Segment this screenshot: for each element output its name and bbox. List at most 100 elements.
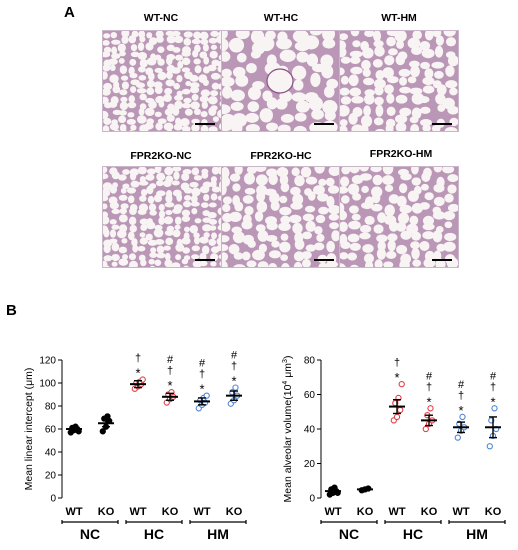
alveolus-space — [181, 88, 191, 95]
alveolus-space — [307, 191, 316, 201]
alveolus-space — [257, 261, 269, 267]
alveolus-space — [362, 47, 374, 59]
alveolus-space — [269, 250, 281, 259]
alveolus-space — [130, 124, 137, 131]
alveolus-space — [193, 58, 201, 65]
alveolus-space — [203, 193, 210, 202]
alveolus-space — [103, 167, 108, 174]
alveolus-space — [279, 195, 288, 204]
alveolus-space — [111, 242, 120, 252]
alveolus-space — [363, 253, 375, 264]
alveolus-space — [382, 175, 395, 185]
alveolus-space — [340, 96, 352, 105]
alveolus-space — [350, 66, 363, 75]
alveolus-space — [340, 56, 351, 64]
alveolus-space — [279, 241, 291, 253]
alveolus-space — [119, 65, 128, 75]
alveolus-space — [242, 195, 254, 204]
alveolus-space — [328, 185, 340, 194]
alveolus-space — [322, 31, 336, 42]
alveolus-space — [139, 58, 148, 68]
alveolus-space — [103, 110, 109, 120]
alveolus-space — [172, 229, 181, 238]
alveolus-space — [217, 167, 221, 175]
alveolus-space — [155, 31, 164, 38]
alveolus-space — [222, 104, 231, 115]
alveolus-space — [359, 232, 371, 240]
alveolus-space — [163, 122, 174, 131]
alveolus-space — [278, 222, 291, 232]
alveolus-space — [350, 31, 360, 37]
alveolus-space — [180, 117, 190, 127]
alveolus-space — [387, 233, 398, 242]
alveolus-space — [328, 205, 340, 215]
alveolus-space — [388, 194, 400, 204]
alveolus-space — [375, 104, 384, 117]
alveolus-space — [194, 218, 202, 224]
alveolus-space — [222, 38, 229, 52]
alveolus-space — [163, 245, 171, 251]
alveolus-space — [222, 183, 227, 196]
mean-linear-intercept-chart: 0 20 40 60 80 100 120 Mean linear intercept (μm… — [23, 350, 247, 542]
alveolus-space — [443, 241, 456, 252]
alveolus-space — [384, 184, 394, 192]
alveolus-space — [281, 262, 290, 267]
alveolus-space — [409, 60, 420, 68]
alveolus-space — [361, 59, 371, 70]
alveolus-space — [209, 225, 217, 231]
alveolus-space — [128, 66, 135, 75]
alveolus-space — [222, 235, 230, 243]
alveolus-space — [103, 215, 110, 225]
alveolus-space — [247, 101, 260, 112]
alveolus-space — [375, 128, 385, 131]
alveolus-space — [199, 51, 208, 59]
alveolus-space — [340, 33, 349, 41]
alveolus-space — [222, 68, 232, 78]
alveolus-space — [318, 206, 329, 215]
alveolus-space — [173, 82, 181, 90]
alveolus-space — [109, 185, 118, 194]
alveolus-space — [266, 68, 294, 94]
alveolus-space — [382, 167, 394, 175]
alveolus-space — [191, 167, 200, 176]
alveolus-space — [433, 167, 443, 173]
alveolus-space — [201, 245, 210, 255]
micrograph-title: FPR2KO-NC — [130, 150, 192, 162]
alveolus-space — [181, 126, 191, 131]
alveolus-space — [127, 112, 135, 118]
alveolus-space — [234, 167, 243, 176]
alveolus-space — [165, 209, 173, 216]
alveolus-space — [254, 211, 264, 222]
alveolus-space — [400, 230, 412, 240]
category-label: WT — [452, 506, 469, 518]
category-label: WT — [324, 506, 341, 518]
alveolus-space — [216, 60, 221, 68]
alveolus-space — [103, 244, 111, 254]
alveolus-space — [165, 194, 173, 203]
alveolus-space — [103, 203, 108, 210]
alveolus-space — [313, 242, 325, 251]
alveolus-space — [200, 125, 209, 131]
alveolus-space — [158, 216, 165, 225]
alveolus-space — [120, 203, 129, 210]
alveolus-space — [164, 108, 173, 116]
alveolus-space — [183, 194, 192, 201]
alveolus-space — [315, 214, 326, 224]
alveolus-space — [232, 231, 245, 244]
data-point — [397, 406, 404, 414]
alveolus-space — [139, 93, 147, 101]
alveolus-space — [411, 167, 419, 175]
alveolus-space — [191, 93, 199, 101]
alveolus-space — [128, 253, 137, 261]
significance-marker: † — [167, 365, 173, 377]
alveolus-space — [411, 177, 422, 186]
alveolus-space — [397, 212, 410, 225]
alveolus-space — [266, 234, 278, 242]
y-tick-label: 0 — [309, 494, 315, 505]
alveolus-space — [374, 259, 383, 267]
alveolus-space — [147, 195, 155, 204]
alveolus-space — [173, 123, 183, 131]
alveolus-space — [421, 172, 431, 182]
data-point — [422, 425, 429, 433]
alveolus-space — [229, 173, 241, 182]
